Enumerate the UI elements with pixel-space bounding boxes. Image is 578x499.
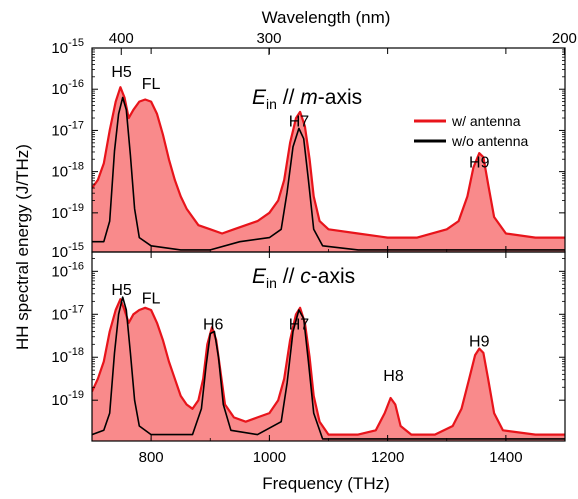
x-tick-label: 1400	[489, 449, 522, 466]
series-line-antenna	[92, 298, 565, 436]
peak-label-h9: H9	[469, 334, 490, 351]
series-line-antenna	[92, 86, 565, 239]
y-tick-label: 10-18	[51, 346, 84, 366]
legend-label-no-antenna: w/o antenna	[451, 133, 528, 149]
peak-label-h7: H7	[289, 316, 310, 333]
x-tick-label: 1000	[253, 449, 286, 466]
legend: w/ antenna w/o antenna	[414, 113, 528, 149]
peak-label-h5: H5	[111, 282, 132, 299]
series-group	[92, 296, 565, 441]
top-tick-label: 200	[552, 30, 577, 47]
series-fill-antenna	[92, 87, 565, 252]
top-axis-title: Wavelength (nm)	[262, 8, 391, 27]
peak-label-h6: H6	[203, 316, 224, 333]
y-tick-label: 10-17	[51, 119, 84, 139]
x-axis-title: Frequency (THz)	[262, 474, 390, 493]
peak-label-h5: H5	[111, 64, 132, 81]
bottom-panel-title: Ein // c-axis	[252, 265, 355, 291]
y-tick-label: 10-17	[51, 303, 84, 323]
y-tick-label: 10-19	[51, 202, 84, 222]
peak-label-fl: FL	[142, 291, 161, 308]
top-panel-title: Ein // m-axis	[252, 86, 362, 112]
y-axis-title: HH spectral energy (J/THz)	[13, 144, 32, 350]
bottom-panel: H5 FL H6 H7 H8 H9	[92, 282, 565, 441]
x-tick-label: 1200	[371, 449, 404, 466]
peak-label-h7: H7	[289, 113, 310, 130]
plot-frame: 10-1910-1810-1710-1610-1510-1510-1910-18…	[51, 30, 576, 466]
y-tick-label: 10-19	[51, 389, 84, 409]
x-tick-label: 800	[139, 449, 164, 466]
series-group	[92, 86, 565, 252]
peak-label-h9: H9	[469, 155, 490, 172]
y-tick-label: 10-16	[51, 260, 84, 280]
y-tick-label: 10-15	[51, 37, 84, 57]
y-tick-label: 10-16	[51, 78, 84, 98]
top-tick-label: 400	[109, 30, 134, 47]
legend-label-antenna: w/ antenna	[451, 113, 521, 129]
series-fill-antenna	[92, 299, 565, 441]
y-tick-label: 10-18	[51, 161, 84, 181]
y-tick-label-bottom: 10-15	[51, 241, 84, 261]
top-tick-label: 300	[256, 30, 281, 47]
series-line-no-antenna	[92, 296, 565, 440]
peak-label-fl: FL	[142, 76, 161, 93]
peak-label-h8: H8	[383, 368, 404, 385]
